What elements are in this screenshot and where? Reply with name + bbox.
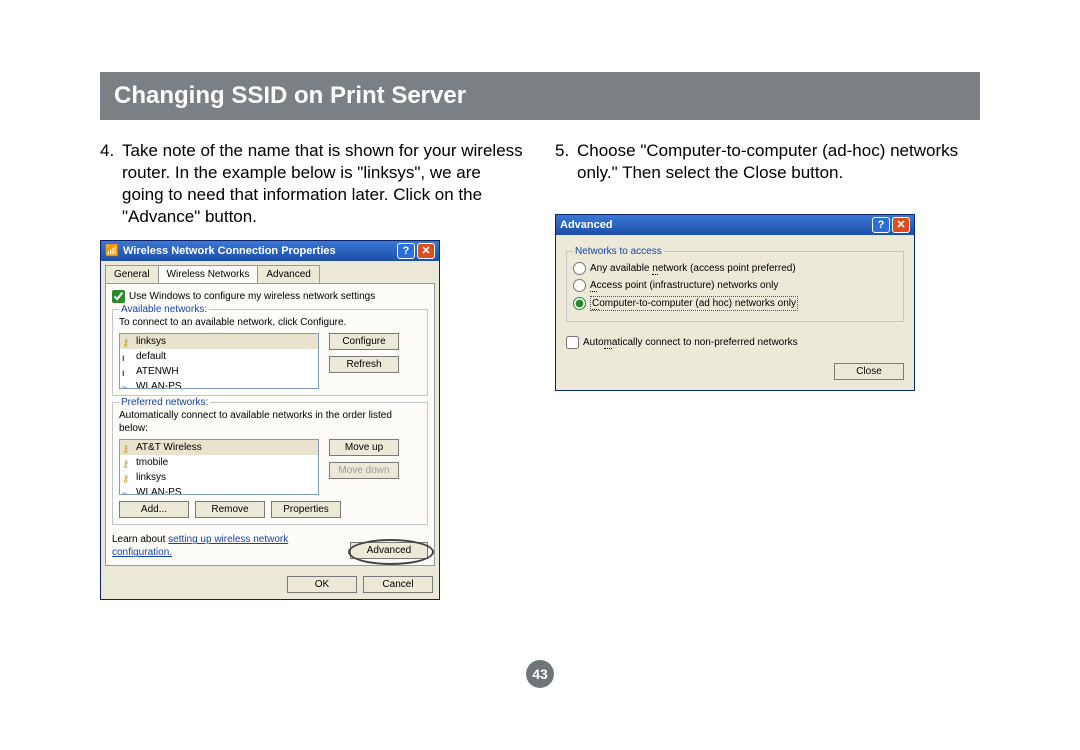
step-4-number: 4.	[100, 140, 122, 228]
dialog2-titlebar[interactable]: Advanced ? ✕	[556, 215, 914, 235]
networks-legend: Networks to access	[573, 245, 664, 258]
tab-wireless-networks[interactable]: Wireless Networks	[158, 265, 259, 283]
left-column: 4. Take note of the name that is shown f…	[100, 140, 525, 600]
move-up-button[interactable]: Move up	[329, 439, 399, 456]
advanced-dialog: Advanced ? ✕ Networks to access Any avai…	[555, 214, 915, 391]
configure-button[interactable]: Configure	[329, 333, 399, 350]
available-hint: To connect to an available network, clic…	[119, 316, 421, 329]
wireless-properties-dialog: 📶 Wireless Network Connection Properties…	[100, 240, 440, 600]
help-button[interactable]: ?	[872, 217, 890, 233]
tabstrip: General Wireless Networks Advanced	[101, 261, 439, 283]
dialog1-bottom-buttons: OK Cancel	[101, 570, 439, 599]
tab-advanced[interactable]: Advanced	[257, 265, 319, 283]
radio-any-available[interactable]: Any available network (access point pref…	[573, 262, 897, 275]
cancel-button[interactable]: Cancel	[363, 576, 433, 593]
dialog2-title-text: Advanced	[560, 218, 613, 232]
learn-text: Learn about setting up wireless network …	[112, 533, 312, 559]
key-icon	[122, 337, 132, 347]
properties-button[interactable]: Properties	[271, 501, 341, 518]
available-legend: Available networks:	[119, 303, 209, 316]
step-4: 4. Take note of the name that is shown f…	[100, 140, 525, 228]
antenna-icon	[122, 367, 132, 377]
available-networks-list[interactable]: linksys default ATENWH WLAN-PS	[119, 333, 319, 389]
page-number: 43	[526, 660, 554, 688]
auto-connect-checkbox[interactable]	[566, 336, 579, 349]
radio-input[interactable]	[573, 279, 586, 292]
remove-button[interactable]: Remove	[195, 501, 265, 518]
key-icon	[122, 473, 132, 483]
list-item: linksys	[120, 334, 318, 349]
radio-input[interactable]	[573, 262, 586, 275]
close-button[interactable]: ✕	[892, 217, 910, 233]
use-windows-text: Use Windows to configure my wireless net…	[129, 290, 375, 303]
close-button[interactable]: ✕	[417, 243, 435, 259]
step-5-text: Choose "Computer-to-computer (ad-hoc) ne…	[577, 140, 980, 184]
list-item: default	[120, 349, 318, 364]
dialog1-title-text: Wireless Network Connection Properties	[123, 244, 336, 258]
preferred-networks-group: Preferred networks: Automatically connec…	[112, 402, 428, 525]
right-column: 5. Choose "Computer-to-computer (ad-hoc)…	[555, 140, 980, 600]
move-down-button[interactable]: Move down	[329, 462, 399, 479]
list-item: linksys	[120, 470, 318, 485]
auto-connect-checkbox-label[interactable]: Automatically connect to non-preferred n…	[566, 336, 904, 349]
slide-title: Changing SSID on Print Server	[100, 72, 980, 120]
radio-access-point[interactable]: Access point (infrastructure) networks o…	[573, 279, 897, 292]
close-dialog-button[interactable]: Close	[834, 363, 904, 380]
available-networks-group: Available networks: To connect to an ava…	[112, 309, 428, 396]
list-item: tmobile	[120, 455, 318, 470]
networks-to-access-group: Networks to access Any available network…	[566, 251, 904, 322]
list-item: WLAN-PS	[120, 379, 318, 389]
use-windows-checkbox-label[interactable]: Use Windows to configure my wireless net…	[112, 290, 428, 303]
list-item: WLAN-PS	[120, 485, 318, 495]
ok-button[interactable]: OK	[287, 576, 357, 593]
radio-input[interactable]	[573, 297, 586, 310]
preferred-legend: Preferred networks:	[119, 396, 210, 409]
key-icon	[122, 443, 132, 453]
tab-panel: Use Windows to configure my wireless net…	[105, 283, 435, 566]
key-icon	[122, 458, 132, 468]
wireless-icon: 📶	[105, 244, 119, 258]
antenna-icon	[122, 352, 132, 362]
preferred-networks-list[interactable]: AT&T Wireless tmobile linksys WLAN-PS	[119, 439, 319, 495]
list-item: AT&T Wireless	[120, 440, 318, 455]
use-windows-checkbox[interactable]	[112, 290, 125, 303]
add-button[interactable]: Add...	[119, 501, 189, 518]
refresh-button[interactable]: Refresh	[329, 356, 399, 373]
step-4-text: Take note of the name that is shown for …	[122, 140, 525, 228]
columns: 4. Take note of the name that is shown f…	[100, 140, 980, 600]
radio-ad-hoc[interactable]: Computer-to-computer (ad hoc) networks o…	[573, 296, 897, 311]
step-5: 5. Choose "Computer-to-computer (ad-hoc)…	[555, 140, 980, 184]
wave-icon	[122, 488, 132, 496]
tab-general[interactable]: General	[105, 265, 159, 283]
step-5-number: 5.	[555, 140, 577, 184]
preferred-hint: Automatically connect to available netwo…	[119, 409, 421, 435]
slide: Changing SSID on Print Server 4. Take no…	[100, 72, 980, 600]
help-button[interactable]: ?	[397, 243, 415, 259]
list-item: ATENWH	[120, 364, 318, 379]
wave-icon	[122, 382, 132, 390]
advanced-button[interactable]: Advanced	[350, 542, 428, 559]
dialog1-titlebar[interactable]: 📶 Wireless Network Connection Properties…	[101, 241, 439, 261]
